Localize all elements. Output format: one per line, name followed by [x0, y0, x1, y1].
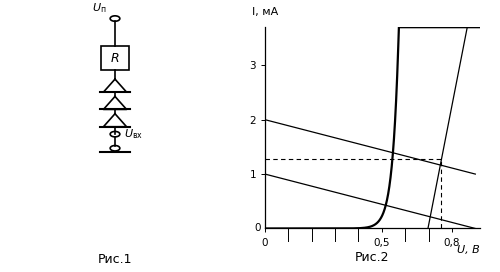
- Text: 0: 0: [254, 224, 261, 233]
- Polygon shape: [104, 97, 126, 109]
- Text: I, мА: I, мА: [252, 7, 278, 17]
- Text: $R$: $R$: [110, 52, 120, 65]
- Polygon shape: [104, 114, 126, 127]
- Text: Рис.2: Рис.2: [355, 251, 390, 264]
- Text: Рис.1: Рис.1: [98, 253, 132, 266]
- Text: U, В: U, В: [457, 245, 480, 255]
- Bar: [100, 46, 130, 70]
- Text: $U_\text{п}$: $U_\text{п}$: [92, 1, 106, 15]
- Polygon shape: [104, 79, 126, 92]
- Text: $U_\text{вх}$: $U_\text{вх}$: [124, 127, 143, 141]
